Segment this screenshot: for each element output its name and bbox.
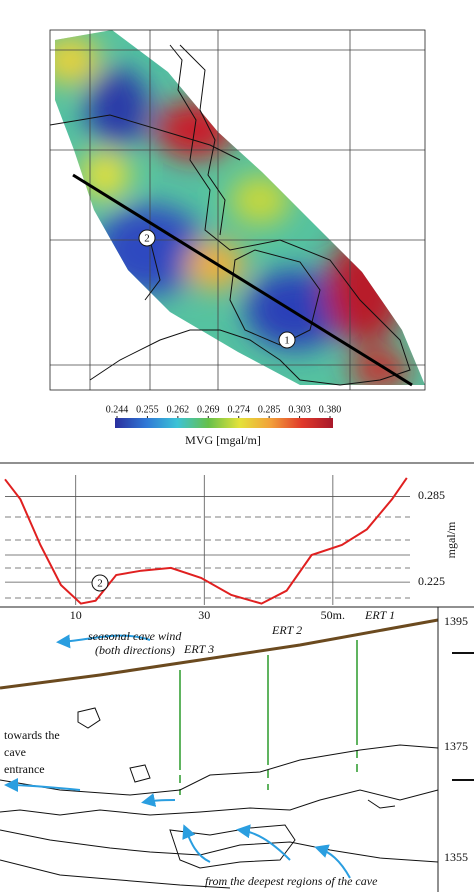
y-axis-label: mgal/m: [444, 521, 458, 558]
colorbar-tick-label: 0.255: [136, 404, 159, 415]
y-tick-label: 0.225: [418, 574, 445, 588]
map: [49, 29, 426, 391]
ert-label: ERT 2: [271, 623, 302, 637]
y-tick-label: 0.285: [418, 488, 445, 502]
annotation: towards the: [4, 728, 60, 742]
annotation: from the deepest regions of the cave: [205, 874, 378, 888]
x-tick-label: 50m.: [321, 608, 345, 622]
ert-label: ERT 1: [364, 608, 395, 622]
marker-label: 2: [144, 233, 150, 245]
colorbar-tick-label: 0.380: [319, 404, 342, 415]
data-line: [4, 477, 408, 605]
colorbar-tick-label: 0.262: [167, 404, 190, 415]
annotation: (both directions): [95, 643, 175, 657]
x-tick-label: 10: [70, 608, 82, 622]
cross-section: seasonal cave wind (both directions) ERT…: [0, 607, 474, 892]
colorbar-tick-label: 0.244: [106, 404, 129, 415]
colorbar-tick-label: 0.303: [288, 404, 311, 415]
marker: [278, 331, 296, 349]
marker: [138, 229, 156, 247]
colorbar-tick-label: 0.274: [227, 404, 250, 415]
colorbar: 0.244 0.255 0.262 0.269 0.274 0.285 0.303 0.380: [106, 404, 342, 428]
colorbar-scale: [115, 418, 333, 428]
colorbar-tick-label: 0.269: [197, 404, 220, 415]
marker-label: 2: [97, 578, 103, 590]
ert-label: ERT 3: [183, 642, 214, 656]
colorbar-label: MVG [mgal/m]: [185, 433, 261, 447]
elevation-label: 1355: [444, 850, 468, 864]
marker-label: 1: [284, 335, 290, 347]
annotation: seasonal cave wind: [88, 629, 182, 643]
marker: [91, 574, 109, 592]
annotation: entrance: [4, 762, 45, 776]
x-tick-label: 30: [198, 608, 210, 622]
colorbar-tick-label: 0.285: [258, 404, 281, 415]
line-chart: 0.225 0.285 10 30 50m. 2: [4, 475, 445, 622]
annotation: cave: [4, 745, 26, 759]
elevation-label: 1395: [444, 614, 468, 628]
elevation-label: 1375: [444, 739, 468, 753]
